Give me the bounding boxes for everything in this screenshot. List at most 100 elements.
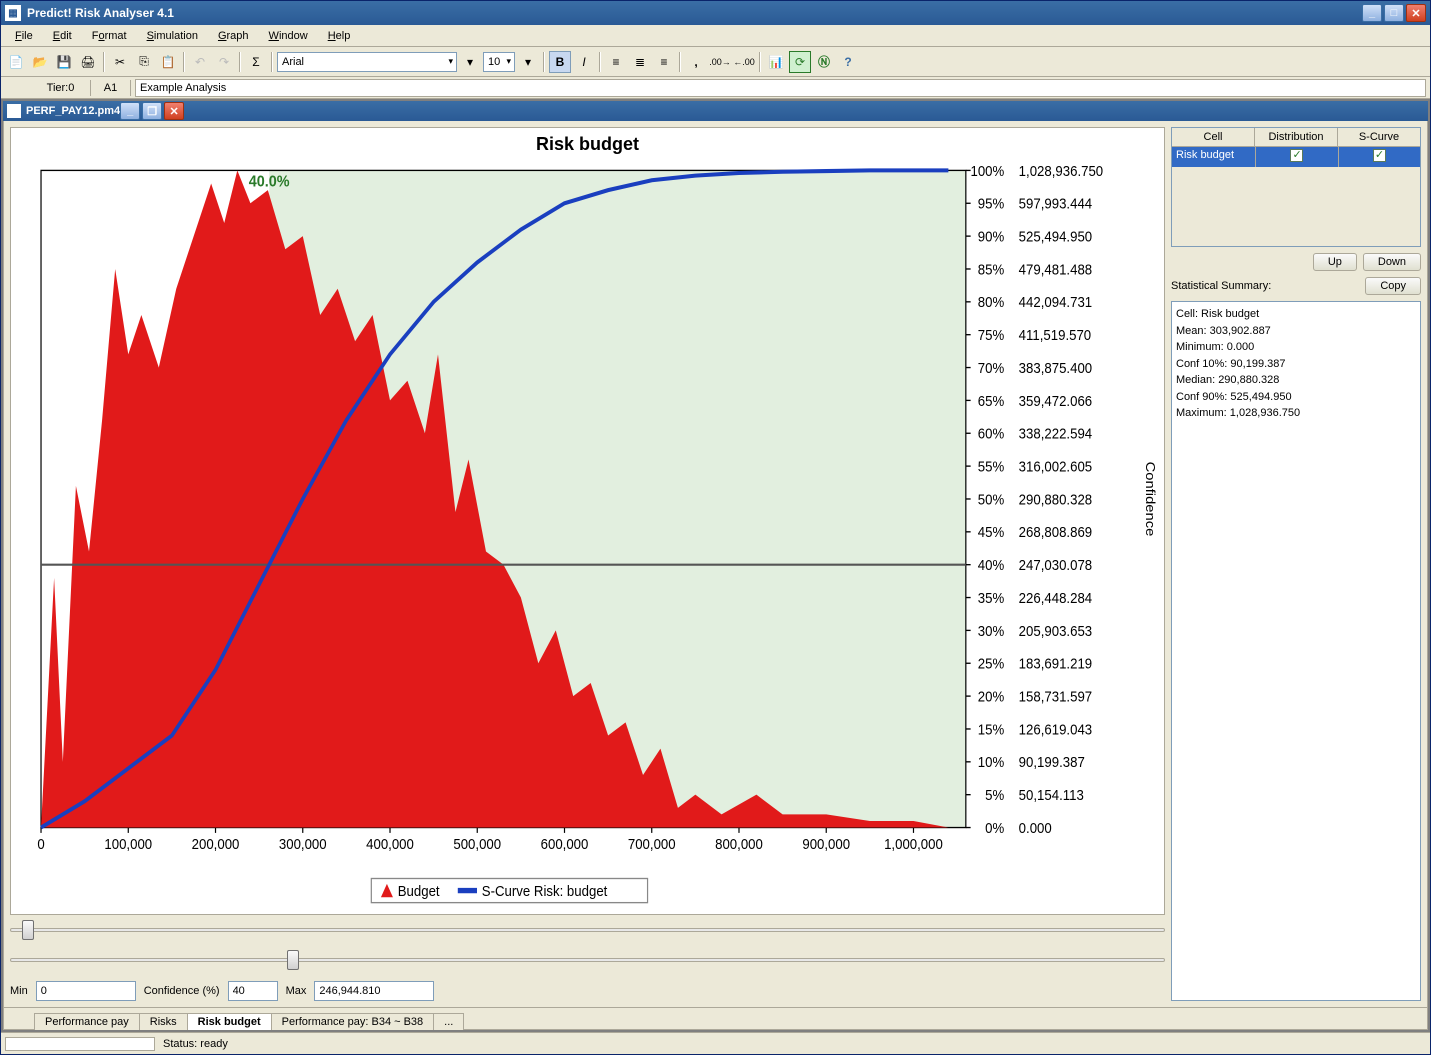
- new-icon[interactable]: 📄: [5, 51, 27, 73]
- font-size-dropdown-icon[interactable]: ▾: [517, 51, 539, 73]
- grid-row-risk-budget[interactable]: Risk budget: [1172, 147, 1420, 167]
- scurve-checkbox[interactable]: [1373, 149, 1386, 162]
- tier-label: Tier:0: [31, 80, 91, 96]
- min-input[interactable]: [36, 981, 136, 1001]
- cut-icon[interactable]: ✂: [109, 51, 131, 73]
- svg-text:95%: 95%: [978, 195, 1004, 212]
- down-button[interactable]: Down: [1363, 253, 1421, 271]
- open-icon[interactable]: 📂: [29, 51, 51, 73]
- svg-text:479,481.488: 479,481.488: [1019, 261, 1093, 278]
- stats-line: Conf 90%: 525,494.950: [1176, 389, 1416, 406]
- sheet-tab[interactable]: Risk budget: [187, 1013, 272, 1030]
- doc-close-button[interactable]: ✕: [164, 102, 184, 120]
- svg-text:205,903.653: 205,903.653: [1019, 622, 1093, 639]
- svg-text:200,000: 200,000: [192, 835, 240, 852]
- minimize-button[interactable]: _: [1362, 4, 1382, 22]
- svg-text:30%: 30%: [978, 622, 1004, 639]
- document-title: PERF_PAY12.pm4: [26, 105, 120, 117]
- paste-icon[interactable]: 📋: [157, 51, 179, 73]
- print-icon[interactable]: 🖨: [77, 51, 99, 73]
- min-label: Min: [10, 985, 28, 997]
- svg-text:Confidence: Confidence: [1143, 462, 1158, 537]
- menu-help[interactable]: Help: [320, 28, 359, 44]
- slider-1[interactable]: [10, 919, 1165, 941]
- distribution-checkbox[interactable]: [1290, 149, 1303, 162]
- sigma-icon[interactable]: Σ: [245, 51, 267, 73]
- svg-text:442,094.731: 442,094.731: [1019, 294, 1093, 311]
- sheet-tab[interactable]: ...: [433, 1013, 464, 1030]
- svg-text:100,000: 100,000: [104, 835, 152, 852]
- svg-text:1,000,000: 1,000,000: [884, 835, 943, 852]
- align-center-icon[interactable]: ≣: [629, 51, 651, 73]
- svg-text:700,000: 700,000: [628, 835, 676, 852]
- sheet-tab[interactable]: Performance pay: B34 ~ B38: [271, 1013, 435, 1030]
- svg-text:S-Curve Risk: budget: S-Curve Risk: budget: [482, 882, 608, 899]
- confidence-input[interactable]: [228, 981, 278, 1001]
- run-icon[interactable]: ⟳: [789, 51, 811, 73]
- app-icon: ▦: [5, 5, 21, 21]
- comma-icon[interactable]: ,: [685, 51, 707, 73]
- bold-icon[interactable]: B: [549, 51, 571, 73]
- svg-text:359,472.066: 359,472.066: [1019, 392, 1093, 409]
- progress-bar: [5, 1037, 155, 1051]
- maximize-button[interactable]: □: [1384, 4, 1404, 22]
- redo-icon[interactable]: ↷: [213, 51, 235, 73]
- chart-panel: Risk budget 0%0.0005%50,154.11310%90,199…: [10, 127, 1165, 915]
- italic-icon[interactable]: I: [573, 51, 595, 73]
- doc-minimize-button[interactable]: _: [120, 102, 140, 120]
- menu-simulation[interactable]: Simulation: [139, 28, 206, 44]
- stats-summary-box: Cell: Risk budgetMean: 303,902.887Minimu…: [1171, 301, 1421, 1001]
- menu-graph[interactable]: Graph: [210, 28, 257, 44]
- svg-text:126,619.043: 126,619.043: [1019, 721, 1093, 738]
- slider-2[interactable]: [10, 949, 1165, 971]
- svg-text:158,731.597: 158,731.597: [1019, 688, 1093, 705]
- menu-edit[interactable]: Edit: [45, 28, 80, 44]
- document-title-bar: PERF_PAY12.pm4 _ ❐ ✕: [3, 101, 1428, 121]
- sheet-tab[interactable]: Performance pay: [34, 1013, 140, 1030]
- svg-text:40.0%: 40.0%: [249, 173, 290, 191]
- svg-text:500,000: 500,000: [453, 835, 501, 852]
- series-grid: Cell Distribution S-Curve Risk budget: [1171, 127, 1421, 247]
- svg-text:45%: 45%: [978, 523, 1004, 540]
- font-size-combo[interactable]: 10: [483, 52, 515, 72]
- mdi-area: PERF_PAY12.pm4 _ ❐ ✕ Risk budget 0%0.000…: [1, 99, 1430, 1032]
- undo-icon[interactable]: ↶: [189, 51, 211, 73]
- chart-icon[interactable]: 📊: [765, 51, 787, 73]
- svg-text:55%: 55%: [978, 458, 1004, 475]
- font-name-combo[interactable]: Arial: [277, 52, 457, 72]
- svg-text:5%: 5%: [985, 786, 1004, 803]
- stats-summary-label: Statistical Summary:: [1171, 280, 1271, 292]
- menu-format[interactable]: Format: [84, 28, 135, 44]
- grid-header-cell: Cell: [1172, 128, 1255, 146]
- help-icon[interactable]: ?: [837, 51, 859, 73]
- max-input[interactable]: [314, 981, 434, 1001]
- up-button[interactable]: Up: [1313, 253, 1357, 271]
- svg-text:80%: 80%: [978, 294, 1004, 311]
- save-icon[interactable]: 💾: [53, 51, 75, 73]
- svg-text:383,875.400: 383,875.400: [1019, 359, 1093, 376]
- align-right-icon[interactable]: ≡: [653, 51, 675, 73]
- svg-text:183,691.219: 183,691.219: [1019, 655, 1093, 672]
- copy-button[interactable]: Copy: [1365, 277, 1421, 295]
- increase-decimal-icon[interactable]: .00→: [709, 51, 731, 73]
- risk-budget-chart: 0%0.0005%50,154.11310%90,199.38715%126,6…: [17, 157, 1158, 908]
- n-icon[interactable]: Ⓝ: [813, 51, 835, 73]
- font-name-dropdown-icon[interactable]: ▾: [459, 51, 481, 73]
- menu-window[interactable]: Window: [261, 28, 316, 44]
- formula-bar[interactable]: Example Analysis: [135, 79, 1426, 97]
- sheet-tab[interactable]: Risks: [139, 1013, 188, 1030]
- svg-text:70%: 70%: [978, 359, 1004, 376]
- svg-text:268,808.869: 268,808.869: [1019, 523, 1093, 540]
- cell-reference[interactable]: A1: [91, 80, 131, 96]
- max-label: Max: [286, 985, 307, 997]
- close-button[interactable]: ✕: [1406, 4, 1426, 22]
- align-left-icon[interactable]: ≡: [605, 51, 627, 73]
- doc-restore-button[interactable]: ❐: [142, 102, 162, 120]
- menu-file[interactable]: File: [7, 28, 41, 44]
- svg-text:900,000: 900,000: [802, 835, 850, 852]
- decrease-decimal-icon[interactable]: ←.00: [733, 51, 755, 73]
- svg-text:600,000: 600,000: [541, 835, 589, 852]
- copy-icon[interactable]: ⎘: [133, 51, 155, 73]
- svg-text:525,494.950: 525,494.950: [1019, 228, 1093, 245]
- svg-text:800,000: 800,000: [715, 835, 763, 852]
